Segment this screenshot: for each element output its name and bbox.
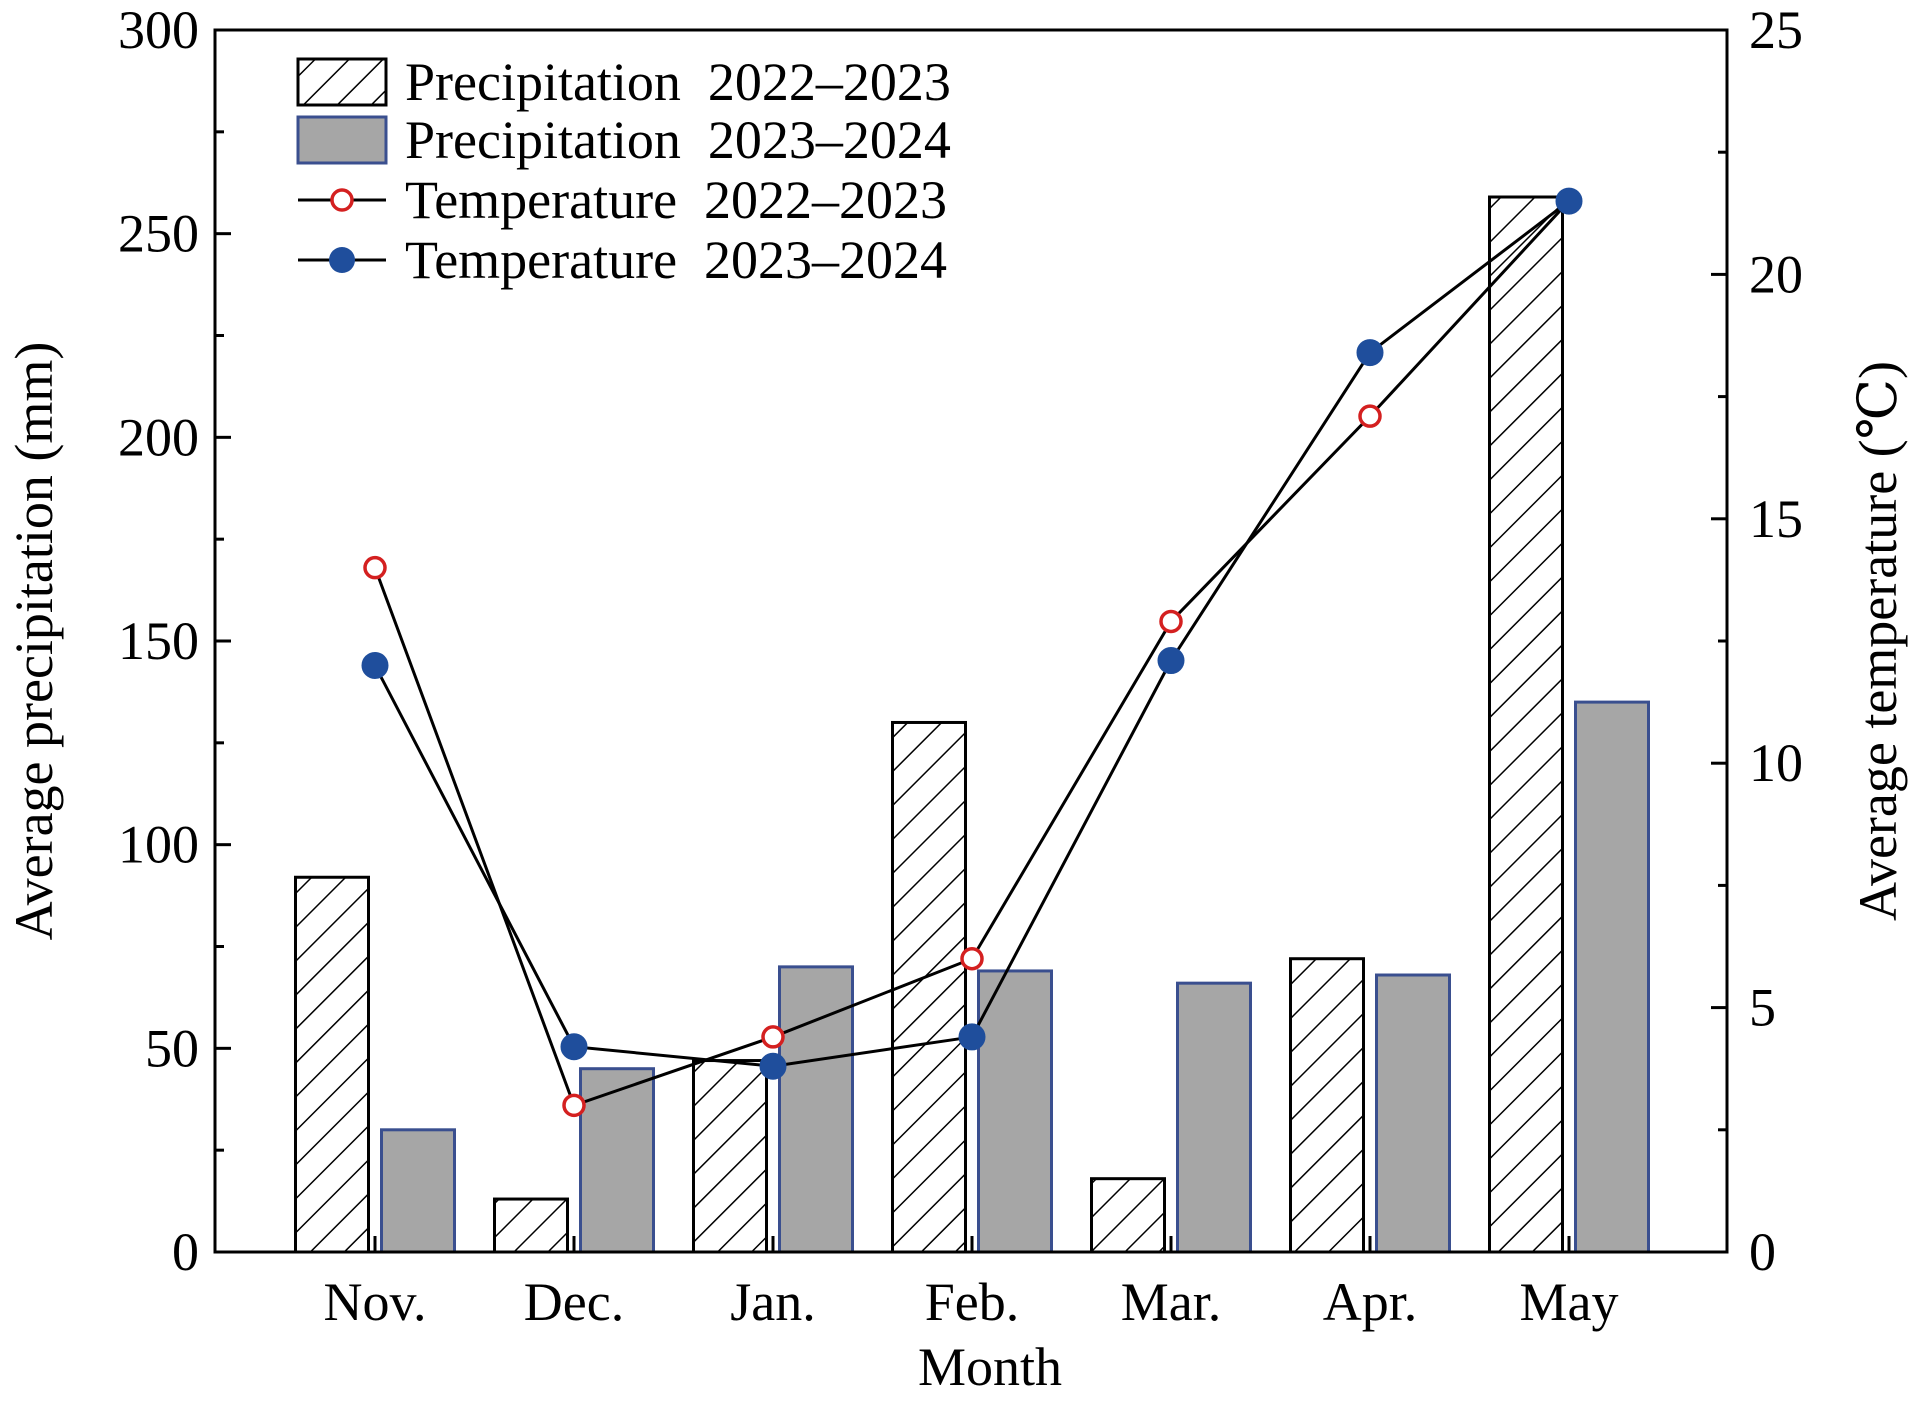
left-tick-label: 250 (118, 204, 199, 264)
temperature-point-2023-2024-2 (759, 1052, 787, 1080)
right-tick-label: 25 (1749, 0, 1803, 60)
right-tick-label: 0 (1749, 1222, 1776, 1282)
temperature-point-2023-2024-4 (1157, 647, 1185, 675)
bar-2022-2023-2 (692, 1059, 768, 1254)
x-axis-title: Month (918, 1337, 1062, 1397)
temperature-line-2023-2024 (373, 199, 1570, 1068)
left-tick-label: 50 (145, 1018, 199, 1078)
x-tick-label: Feb. (925, 1272, 1020, 1332)
legend-label-2: Temperature 2022–2023 (405, 170, 947, 230)
bar-2022-2023-3 (891, 720, 967, 1254)
legend-label-0: Precipitation 2022–2023 (405, 52, 951, 112)
temperature-point-2022-2023-3 (960, 946, 984, 971)
bar-2023-2024-1 (579, 1067, 655, 1254)
bars-layer (294, 195, 1650, 1254)
right-axis-title: Average temperature (℃) (1848, 361, 1908, 921)
bar-2023-2024-5 (1375, 973, 1451, 1254)
right-tick-label: 15 (1749, 489, 1803, 549)
temperature-point-2022-2023-1 (562, 1093, 586, 1118)
bar-2023-2024-3 (977, 969, 1053, 1254)
left-tick-label: 300 (118, 0, 199, 60)
legend-swatch-0 (296, 57, 388, 107)
left-tick-label: 200 (118, 407, 199, 467)
temperature-point-2022-2023-5 (1358, 404, 1382, 428)
temperature-point-2022-2023-4 (1159, 609, 1183, 634)
bar-2023-2024-4 (1176, 981, 1252, 1254)
legend-label-1: Precipitation 2023–2024 (405, 110, 951, 170)
x-tick-label: Apr. (1323, 1272, 1418, 1332)
x-tick-label: Mar. (1121, 1272, 1222, 1332)
x-tick-label: Jan. (730, 1272, 815, 1332)
axes-layer: 0 50 100 150 200 250 300 0 5 10 15 20 25 Nov. Dec. Jan.… (4, 0, 1908, 1397)
x-tick-label: May (1520, 1272, 1619, 1332)
bar-2022-2023-6 (1488, 195, 1564, 1254)
left-tick-label: 150 (118, 611, 199, 671)
left-tick-label: 100 (118, 815, 199, 875)
bar-2022-2023-0 (294, 875, 370, 1254)
temperature-point-2023-2024-5 (1356, 339, 1384, 367)
legend-marker-3 (329, 247, 355, 273)
legend-marker-2 (330, 188, 354, 212)
left-axis-title: Average precipitation (mm) (4, 342, 64, 941)
legend-swatch-1 (296, 115, 388, 165)
temperature-point-2023-2024-3 (958, 1023, 986, 1051)
x-tick-label: Dec. (524, 1272, 624, 1332)
bar-2023-2024-6 (1574, 700, 1650, 1254)
bar-2022-2023-5 (1289, 957, 1365, 1254)
x-tick-label: Nov. (324, 1272, 427, 1332)
bar-2023-2024-2 (778, 965, 854, 1254)
legend-label-3: Temperature 2023–2024 (405, 230, 947, 290)
left-tick-label: 0 (172, 1222, 199, 1282)
bar-2022-2023-1 (493, 1197, 569, 1254)
temperature-point-2022-2023-0 (363, 555, 387, 580)
right-tick-label: 10 (1749, 733, 1803, 793)
right-tick-label: 5 (1749, 978, 1776, 1038)
lines-layer (361, 187, 1583, 1118)
bar-2022-2023-4 (1090, 1177, 1166, 1254)
bar-2023-2024-0 (380, 1128, 456, 1254)
temperature-point-2023-2024-6 (1555, 187, 1583, 215)
temperature-point-2023-2024-0 (361, 651, 389, 679)
temperature-point-2023-2024-1 (560, 1033, 588, 1061)
temperature-point-2022-2023-2 (761, 1025, 785, 1049)
right-tick-label: 20 (1749, 244, 1803, 304)
